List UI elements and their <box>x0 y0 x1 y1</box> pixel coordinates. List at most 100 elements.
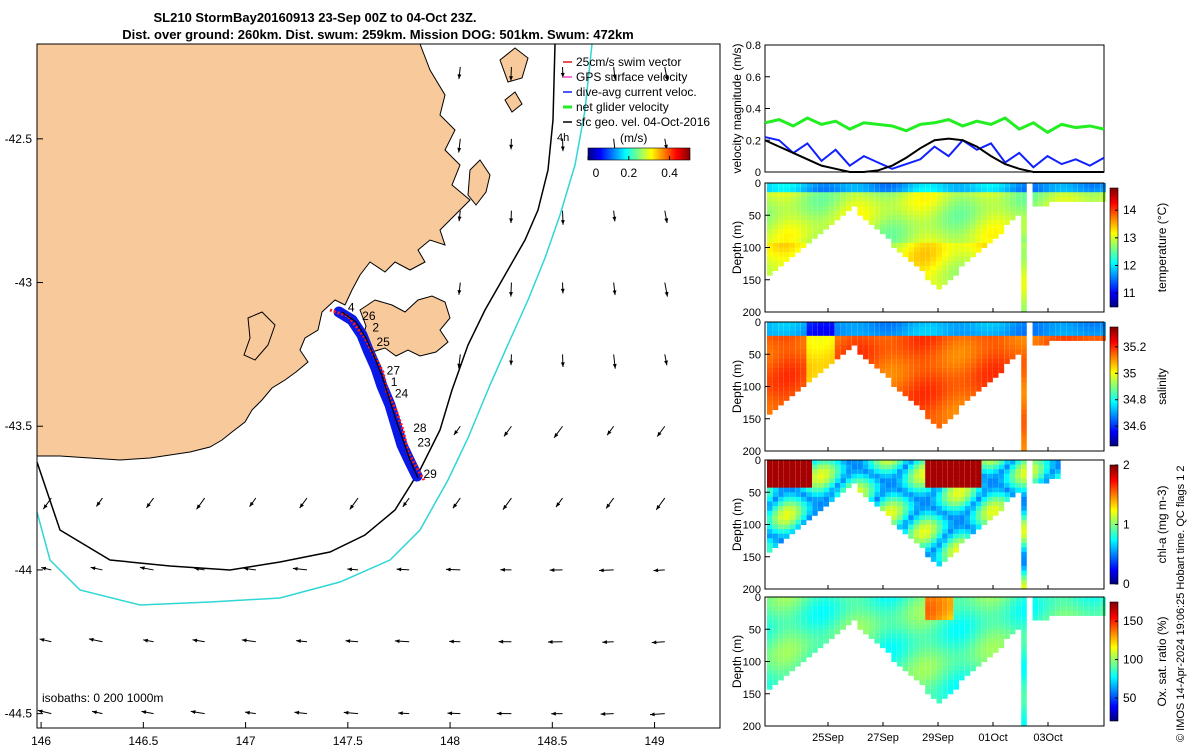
section-cell <box>1015 460 1022 466</box>
section-cell <box>936 670 943 676</box>
section-cell <box>942 247 948 253</box>
section-cell <box>1049 196 1056 202</box>
section-cell <box>959 183 965 189</box>
section-cell <box>925 615 931 621</box>
geo-vector-head <box>96 501 101 507</box>
section-cell <box>930 335 937 341</box>
geo-vector-head <box>560 362 565 367</box>
section-cell <box>1021 684 1027 690</box>
section-cell <box>800 335 807 341</box>
section-cell <box>840 326 846 332</box>
section-cell <box>947 363 954 369</box>
section-cell <box>891 629 897 635</box>
section-cell <box>919 400 926 406</box>
section-cell <box>919 633 926 639</box>
section-cell <box>976 377 982 383</box>
section-cell <box>778 629 784 635</box>
section-cell <box>817 629 824 635</box>
section-cell <box>1021 265 1027 272</box>
section-cell <box>1021 620 1027 626</box>
section-cell <box>970 656 976 662</box>
section-cell <box>919 256 926 262</box>
section-cell <box>930 615 937 621</box>
section-cell <box>936 349 943 355</box>
section-cell <box>783 601 790 607</box>
section-cell <box>1038 183 1044 189</box>
section-cell <box>1004 331 1010 337</box>
section-cell <box>795 358 801 364</box>
section-cell <box>885 187 892 193</box>
section-cell <box>993 629 999 635</box>
section-cell <box>959 501 965 507</box>
section-cell <box>970 629 976 635</box>
section-cell <box>829 210 835 216</box>
section-cell <box>976 633 982 639</box>
section-cell <box>823 183 830 189</box>
section-cell <box>1021 196 1027 202</box>
section-cell <box>863 206 869 212</box>
section-cell <box>857 192 863 198</box>
section-cell <box>829 219 835 225</box>
section-cell <box>772 670 779 676</box>
section-cell <box>863 183 869 189</box>
section-cell <box>767 345 773 351</box>
section-cell <box>812 206 818 212</box>
section-cell <box>778 610 784 616</box>
section-cell <box>964 661 971 667</box>
section-cell <box>936 418 943 424</box>
section-cell <box>993 326 999 332</box>
section-cell <box>998 473 1005 479</box>
section-cell <box>767 679 773 686</box>
section-cell <box>976 460 982 466</box>
section-cell <box>812 606 818 612</box>
section-cell <box>919 519 926 525</box>
section-colorbar-tick-label: 14 <box>1123 203 1137 217</box>
section-cell <box>1021 707 1027 713</box>
section-cell <box>896 363 903 369</box>
section-cell <box>1100 610 1106 616</box>
section-colorbar-tick-label: 1 <box>1123 518 1130 532</box>
section-cell <box>789 615 796 621</box>
section-cell <box>953 501 959 507</box>
section-cell <box>925 547 931 553</box>
section-cell <box>993 345 999 351</box>
section-cell <box>976 233 982 239</box>
section-cell <box>874 201 880 207</box>
section-cell <box>874 597 880 603</box>
section-cell <box>1089 322 1095 328</box>
section-cell <box>795 647 801 653</box>
section-cell <box>783 633 790 639</box>
section-cell <box>1009 187 1016 193</box>
section-cell <box>1021 201 1027 207</box>
section-cell <box>772 542 779 549</box>
section-cell <box>891 487 897 493</box>
section-cell <box>800 219 807 225</box>
section-cell <box>1077 322 1084 328</box>
map-x-tick-label: 148.5 <box>537 734 567 748</box>
section-cell <box>783 196 790 202</box>
section-cell <box>896 473 903 479</box>
section-cell <box>1089 183 1095 189</box>
section-cell <box>868 196 875 202</box>
geo-vector-head <box>509 144 514 150</box>
section-cell <box>959 515 965 521</box>
section-cell <box>964 629 971 635</box>
section-cell <box>783 349 790 355</box>
section-cell <box>851 187 858 193</box>
section-cell <box>829 183 835 189</box>
section-cell <box>778 675 784 681</box>
section-cell <box>1072 196 1078 202</box>
section-cell <box>1038 322 1044 328</box>
section-cell <box>947 460 954 466</box>
section-cell <box>1100 187 1106 193</box>
section-cell <box>987 501 993 507</box>
section-cell <box>1043 597 1050 603</box>
section-cell <box>1094 196 1101 202</box>
section-cell <box>919 322 926 328</box>
section-cell <box>953 247 959 253</box>
section-cell <box>772 478 779 484</box>
section-cell <box>970 192 976 198</box>
section-cell <box>829 483 835 489</box>
section-cell <box>767 326 773 332</box>
section-cell <box>857 487 863 493</box>
